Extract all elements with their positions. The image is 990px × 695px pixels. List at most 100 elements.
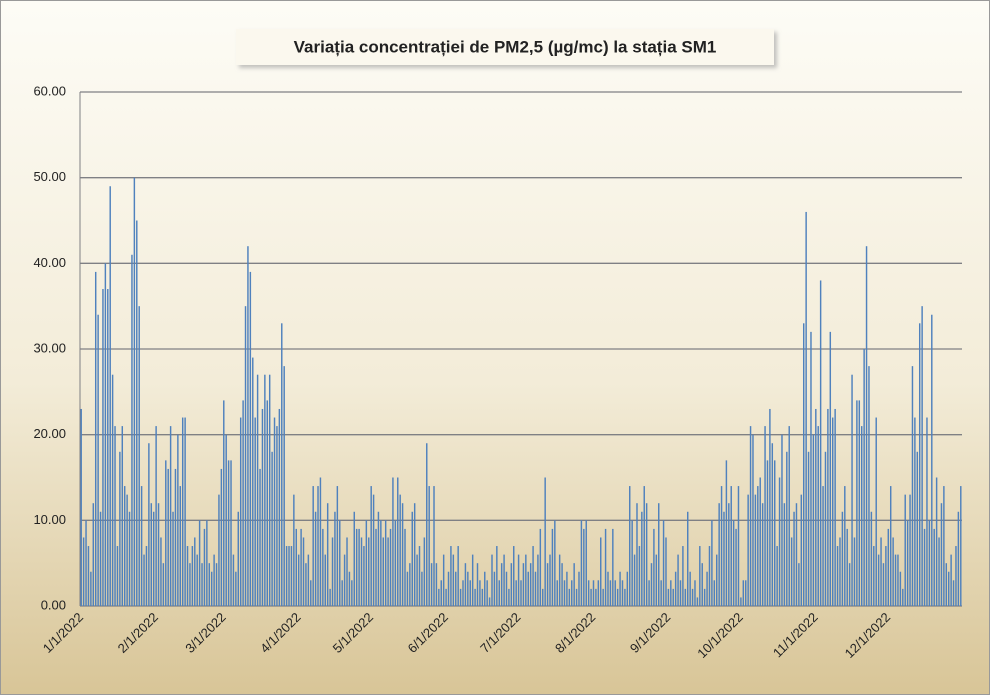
- bar: [80, 408, 82, 606]
- bar: [609, 580, 612, 606]
- bar: [645, 503, 648, 606]
- bar: [706, 571, 708, 606]
- bar: [546, 563, 549, 606]
- bar: [237, 511, 240, 606]
- bar: [189, 563, 191, 606]
- bar: [428, 486, 430, 606]
- bar: [515, 580, 517, 606]
- bar: [104, 263, 107, 606]
- bar: [583, 528, 585, 606]
- bar: [206, 520, 208, 606]
- bar: [99, 511, 102, 606]
- bar: [875, 417, 877, 606]
- bar: [600, 537, 602, 606]
- bar: [935, 477, 938, 606]
- bar: [510, 563, 513, 606]
- bar: [215, 563, 218, 606]
- bar: [757, 486, 759, 606]
- bar: [268, 374, 271, 606]
- bar: [836, 546, 839, 606]
- bar: [728, 503, 730, 606]
- bar: [771, 443, 774, 606]
- bar: [368, 537, 370, 606]
- bar: [264, 374, 266, 606]
- bar: [438, 588, 440, 606]
- bar: [259, 468, 261, 606]
- bar: [819, 280, 822, 606]
- bar: [909, 494, 911, 606]
- bar: [636, 503, 638, 606]
- bar: [155, 426, 157, 606]
- bar: [597, 580, 600, 606]
- bar: [877, 554, 880, 606]
- y-tick-label: 50.00: [33, 169, 66, 184]
- bar: [650, 563, 653, 606]
- bar: [384, 520, 387, 606]
- bar: [97, 314, 99, 606]
- bar: [324, 554, 326, 606]
- bar: [532, 546, 534, 606]
- bar: [165, 460, 167, 606]
- bar: [201, 563, 203, 606]
- bar: [210, 571, 213, 606]
- bar: [906, 520, 909, 606]
- bar: [595, 588, 597, 606]
- bar: [730, 486, 732, 606]
- y-tick-label: 0.00: [41, 597, 66, 612]
- bar: [413, 503, 416, 606]
- bar: [711, 520, 713, 606]
- bar: [684, 588, 687, 606]
- bar: [626, 571, 629, 606]
- bar: [616, 588, 619, 606]
- bar: [290, 546, 293, 606]
- bar: [252, 357, 254, 606]
- bar: [493, 571, 496, 606]
- bar: [940, 503, 943, 606]
- bar: [573, 563, 575, 606]
- bar: [612, 528, 614, 606]
- bar: [508, 588, 510, 606]
- bar: [943, 486, 945, 606]
- bar: [496, 546, 498, 606]
- bar: [360, 537, 363, 606]
- bar: [810, 331, 812, 606]
- bar: [339, 520, 341, 606]
- bar: [254, 417, 256, 606]
- bar: [960, 486, 962, 606]
- bar: [933, 528, 935, 606]
- bar: [882, 563, 885, 606]
- bar: [90, 571, 92, 606]
- bar: [208, 563, 211, 606]
- bar: [544, 477, 546, 606]
- bar: [889, 486, 892, 606]
- chart-title: Variația concentrației de PM2,5 (µg/mc) …: [294, 37, 717, 56]
- bar: [469, 580, 471, 606]
- bar: [370, 486, 372, 606]
- bar: [670, 580, 672, 606]
- bar: [82, 537, 85, 606]
- bar: [474, 588, 476, 606]
- bar: [918, 323, 921, 606]
- bar: [655, 554, 658, 606]
- bar: [812, 434, 815, 606]
- bar: [305, 563, 307, 606]
- bar: [239, 417, 242, 606]
- bar: [887, 528, 890, 606]
- bar: [143, 554, 145, 606]
- bar: [897, 554, 899, 606]
- bar: [817, 426, 819, 606]
- bar: [150, 503, 153, 606]
- bar: [160, 537, 162, 606]
- bar: [921, 306, 923, 606]
- bar: [761, 503, 764, 606]
- bar: [457, 546, 459, 606]
- bar: [355, 528, 358, 606]
- bar: [363, 546, 365, 606]
- bar: [689, 571, 691, 606]
- bar: [696, 597, 699, 606]
- bar: [802, 323, 805, 606]
- bar: [839, 537, 841, 606]
- bar: [459, 588, 462, 606]
- bar: [648, 580, 650, 606]
- bar: [694, 580, 696, 606]
